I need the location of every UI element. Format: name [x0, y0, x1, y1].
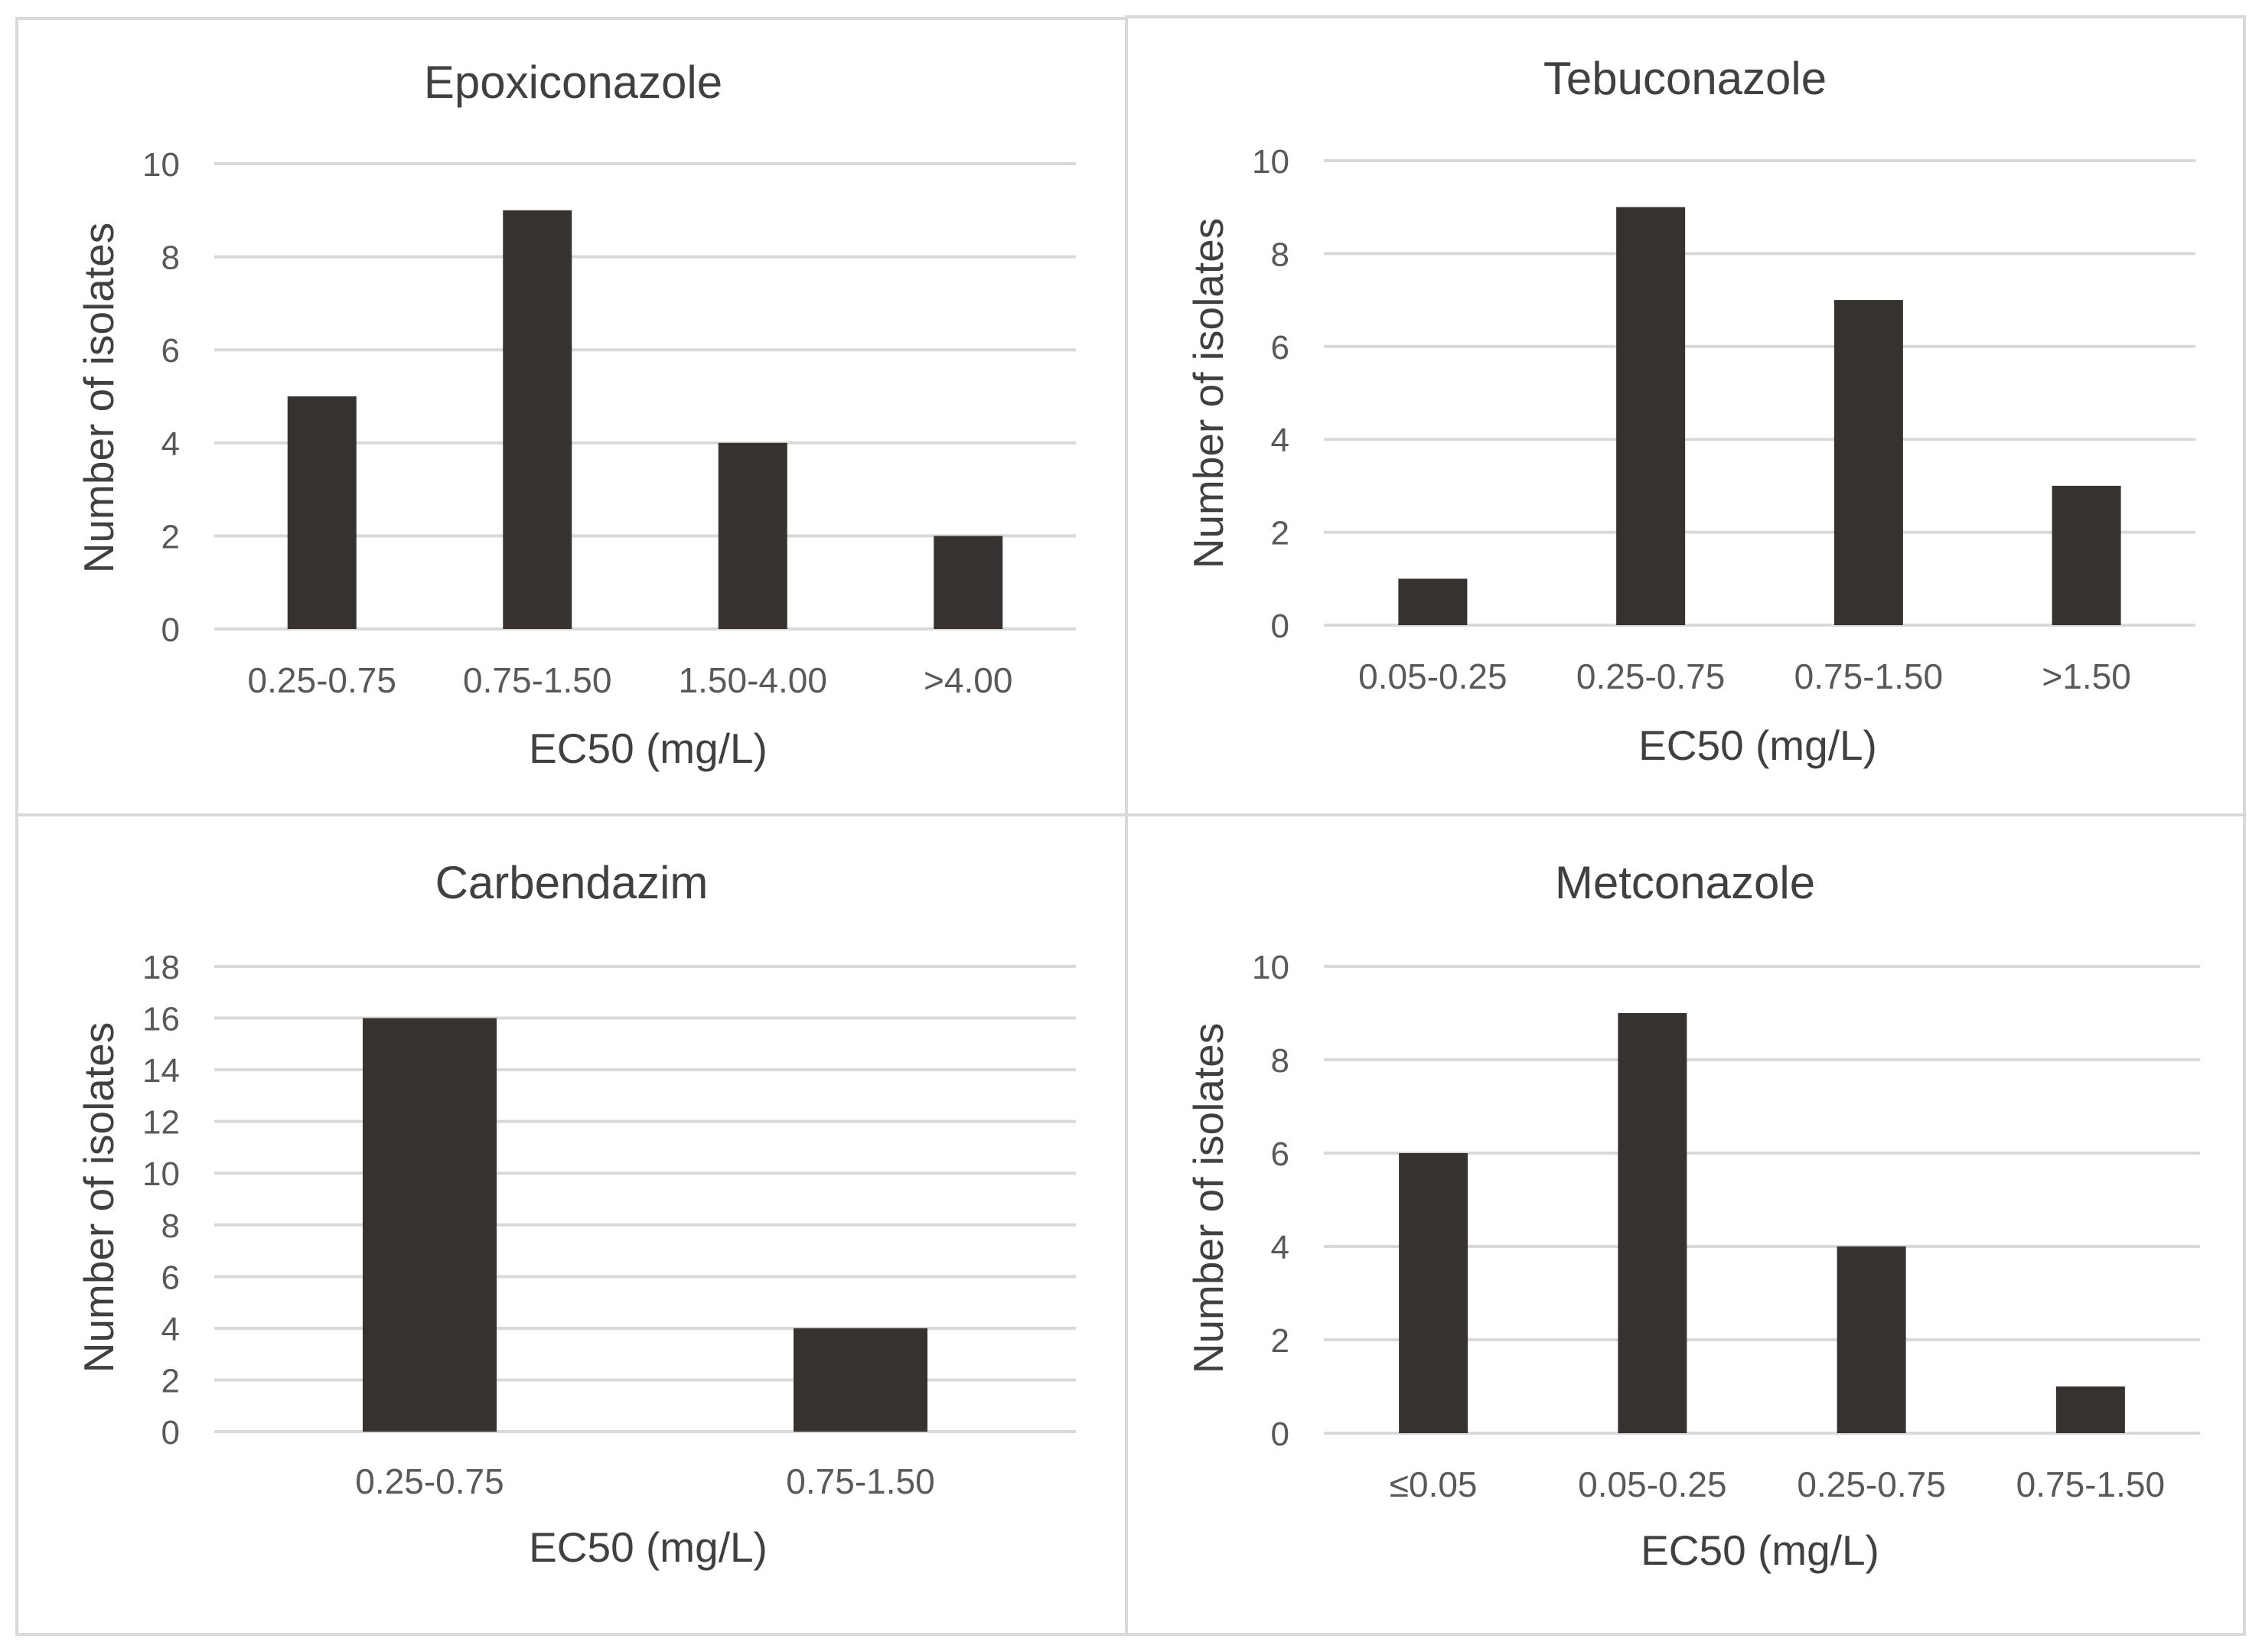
x-tick-labels: ≤0.05 0.05-0.25 0.25-0.75 0.75-1.50 — [1390, 1465, 2165, 1504]
x-tick-label: 0.75-1.50 — [2016, 1465, 2165, 1504]
y-tick-label: 4 — [161, 1311, 180, 1348]
bar-0 — [1398, 578, 1468, 625]
bar-2 — [1837, 1246, 1906, 1433]
x-tick-label: >1.50 — [2042, 657, 2130, 696]
y-tick-label: 18 — [142, 949, 180, 986]
x-tick-label: 0.75-1.50 — [1794, 657, 1943, 696]
x-tick-label: 0.75-1.50 — [786, 1461, 934, 1501]
bar-3 — [2055, 1386, 2125, 1433]
x-axis-label: EC50 (mg/L) — [529, 725, 768, 772]
bar-3 — [934, 536, 1003, 629]
gridlines — [1324, 159, 2195, 627]
y-tick-label: 2 — [1271, 1322, 1289, 1360]
gridlines — [1324, 965, 2200, 1435]
y-tick-labels: 0 2 4 6 8 10 — [1252, 143, 1289, 645]
bar-2 — [718, 442, 787, 629]
y-tick-label: 2 — [1271, 515, 1289, 552]
x-tick-labels: 0.25-0.75 0.75-1.50 1.50-4.00 >4.00 — [248, 660, 1013, 700]
y-tick-label: 6 — [161, 332, 180, 370]
y-tick-label: 6 — [161, 1259, 180, 1296]
y-tick-label: 8 — [1271, 1042, 1289, 1080]
bar-1 — [1618, 1013, 1687, 1433]
x-tick-label: ≤0.05 — [1390, 1465, 1478, 1504]
y-tick-label: 12 — [142, 1104, 180, 1142]
chart-panel-metconazole: 0 2 4 6 8 10 ≤0.05 0.05-0.25 0.25-0.75 0.75-1.50… — [1125, 813, 2246, 1636]
x-tick-labels: 0.25-0.75 0.75-1.50 — [355, 1461, 934, 1501]
y-tick-label: 0 — [161, 1414, 180, 1452]
y-tick-label: 0 — [1271, 608, 1289, 645]
y-tick-labels: 0 2 4 6 8 10 12 14 16 18 — [142, 949, 180, 1452]
x-tick-label: 1.50-4.00 — [679, 660, 827, 700]
y-tick-label: 8 — [1271, 236, 1289, 273]
y-tick-label: 0 — [1271, 1416, 1289, 1453]
y-tick-label: 10 — [142, 146, 180, 184]
y-axis-label: Number of isolates — [75, 1022, 122, 1373]
bars — [363, 1018, 927, 1432]
bar-2 — [1833, 300, 1903, 625]
bar-1 — [794, 1328, 927, 1432]
bars — [1399, 1013, 2125, 1433]
y-tick-label: 8 — [161, 239, 180, 277]
y-tick-label: 2 — [161, 1362, 180, 1399]
y-tick-label: 4 — [161, 425, 180, 463]
x-tick-label: >4.00 — [924, 660, 1012, 700]
y-tick-labels: 0 2 4 6 8 10 — [1252, 949, 1289, 1453]
bar-3 — [2052, 485, 2121, 625]
chart-title: Epoxiconazole — [424, 57, 722, 108]
x-tick-label: 0.25-0.75 — [1797, 1465, 1945, 1504]
y-tick-label: 10 — [1252, 949, 1289, 986]
y-tick-label: 4 — [1271, 1229, 1289, 1266]
x-axis-label: EC50 (mg/L) — [1641, 1527, 1879, 1574]
gridlines — [214, 162, 1076, 630]
gridlines — [214, 965, 1076, 1433]
bar-0 — [1399, 1153, 1468, 1433]
bar-0 — [287, 396, 357, 629]
y-tick-label: 6 — [1271, 329, 1289, 367]
y-axis-label: Number of isolates — [75, 223, 122, 574]
y-tick-label: 16 — [142, 1001, 180, 1038]
y-tick-label: 8 — [161, 1207, 180, 1245]
y-tick-label: 10 — [142, 1155, 180, 1193]
chart-title: Metconazole — [1555, 857, 1815, 908]
x-tick-label: 0.05-0.25 — [1358, 657, 1507, 696]
x-axis-label: EC50 (mg/L) — [1638, 722, 1877, 769]
chart-title: Carbendazim — [435, 857, 709, 908]
y-tick-label: 4 — [1271, 422, 1289, 459]
x-axis-label: EC50 (mg/L) — [529, 1523, 768, 1571]
y-tick-label: 0 — [161, 611, 180, 649]
bar-0 — [363, 1018, 497, 1432]
x-tick-label: 0.25-0.75 — [355, 1461, 504, 1501]
chart-panel-epoxiconazole: 0 2 4 6 8 10 0.25-0.75 0.75-1.50 1.50-4.00 >4.00… — [15, 17, 1128, 816]
y-axis-label: Number of isolates — [1185, 218, 1232, 569]
y-tick-labels: 0 2 4 6 8 10 — [142, 146, 180, 649]
y-tick-label: 14 — [142, 1052, 180, 1090]
bar-1 — [503, 210, 572, 629]
chart-panel-carbendazim: 0 2 4 6 8 10 12 14 16 18 0.25-0.75 0.75-1.50 Carbe… — [15, 813, 1128, 1636]
y-tick-label: 6 — [1271, 1136, 1289, 1173]
y-axis-label: Number of isolates — [1185, 1023, 1232, 1374]
x-tick-label: 0.25-0.75 — [248, 660, 396, 700]
chart-panel-tebuconazole: 0 2 4 6 8 10 0.05-0.25 0.25-0.75 0.75-1.50 >1.50… — [1125, 15, 2246, 816]
x-tick-label: 0.25-0.75 — [1576, 657, 1725, 696]
x-tick-labels: 0.05-0.25 0.25-0.75 0.75-1.50 >1.50 — [1358, 657, 2131, 696]
panel-frame — [1125, 813, 2246, 1636]
x-tick-label: 0.75-1.50 — [463, 660, 611, 700]
bars — [287, 210, 1003, 629]
bar-1 — [1616, 207, 1686, 625]
y-tick-label: 2 — [161, 518, 180, 556]
bars — [1398, 207, 2121, 625]
x-tick-label: 0.05-0.25 — [1578, 1465, 1726, 1504]
chart-title: Tebuconazole — [1543, 53, 1827, 104]
y-tick-label: 10 — [1252, 143, 1289, 181]
